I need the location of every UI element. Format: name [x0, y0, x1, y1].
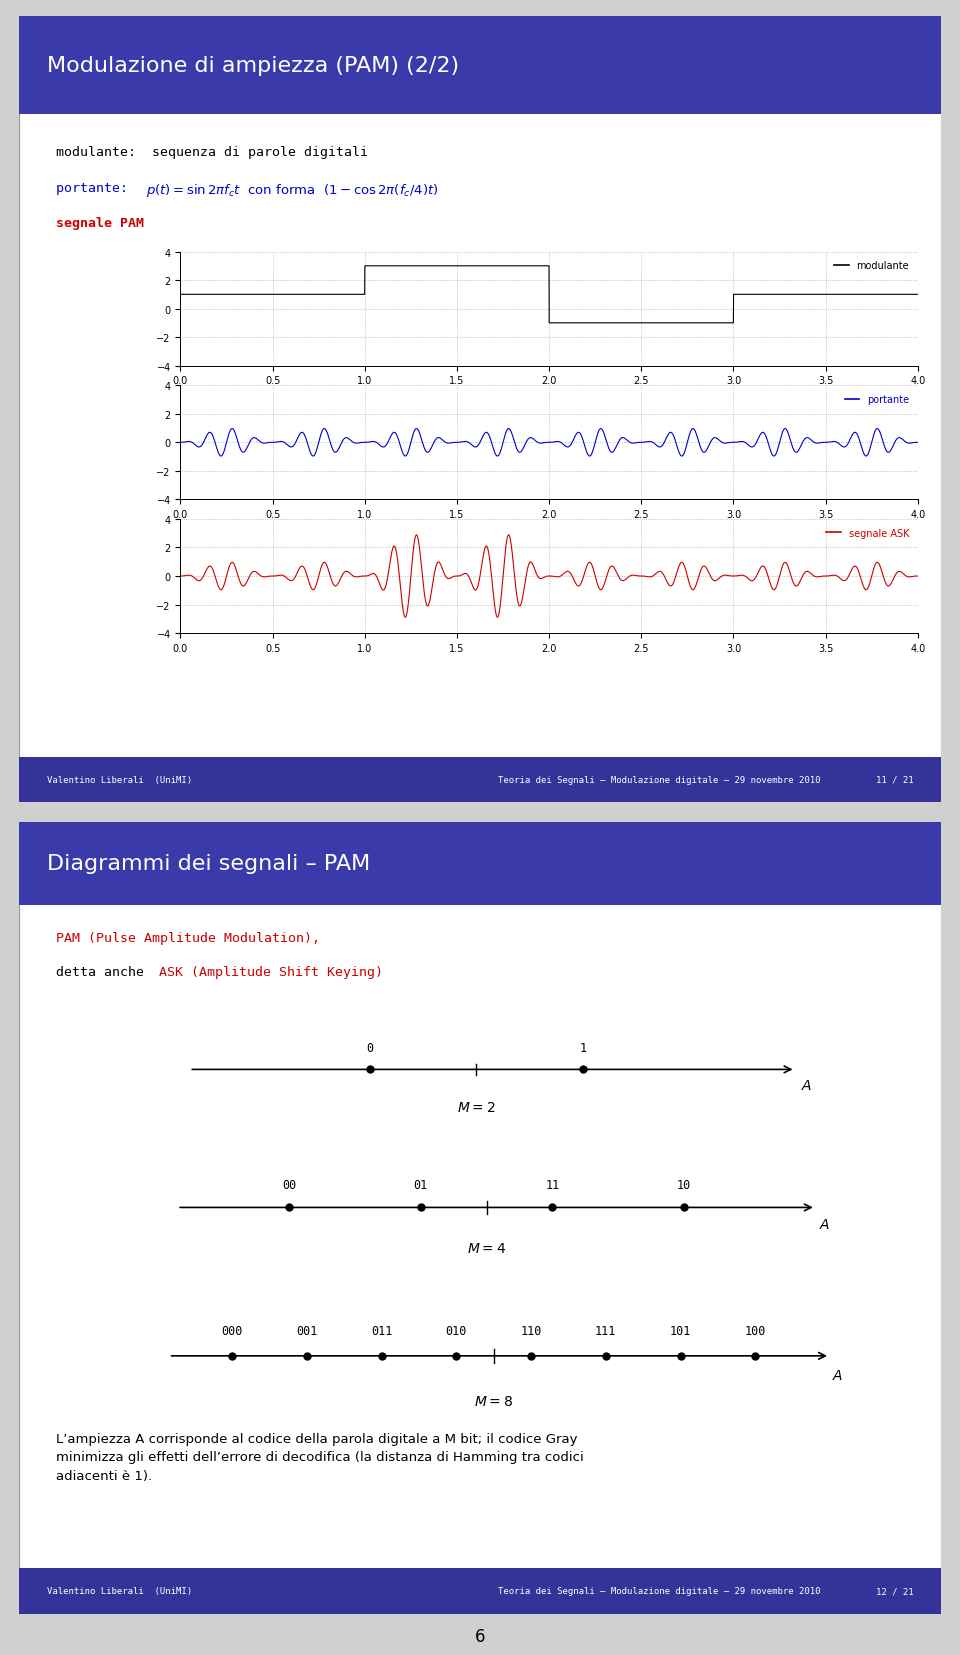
- Text: 00: 00: [282, 1178, 297, 1192]
- Text: 010: 010: [445, 1324, 467, 1337]
- Text: 100: 100: [745, 1324, 766, 1337]
- Text: portante:: portante:: [56, 182, 144, 195]
- Text: $M = 2$: $M = 2$: [457, 1101, 495, 1114]
- Text: 0: 0: [367, 1041, 373, 1054]
- Text: 10: 10: [677, 1178, 691, 1192]
- Text: Modulazione di ampiezza (PAM) (2/2): Modulazione di ampiezza (PAM) (2/2): [47, 56, 459, 76]
- Text: ASK (Amplitude Shift Keying): ASK (Amplitude Shift Keying): [159, 965, 383, 978]
- Text: 000: 000: [222, 1324, 243, 1337]
- Text: $A$: $A$: [831, 1369, 843, 1382]
- Text: segnale PAM: segnale PAM: [56, 217, 144, 230]
- Bar: [19, 1567, 941, 1614]
- Text: Diagrammi dei segnali – PAM: Diagrammi dei segnali – PAM: [47, 854, 371, 874]
- Legend: modulante: modulante: [830, 257, 913, 275]
- Text: 101: 101: [670, 1324, 691, 1337]
- Text: Teoria dei Segnali – Modulazione digitale – 29 novembre 2010: Teoria dei Segnali – Modulazione digital…: [498, 776, 821, 784]
- Text: Valentino Liberali  (UniMI): Valentino Liberali (UniMI): [47, 1585, 192, 1595]
- Text: detta anche: detta anche: [56, 965, 152, 978]
- Text: PAM (Pulse Amplitude Modulation),: PAM (Pulse Amplitude Modulation),: [56, 932, 320, 945]
- Text: 001: 001: [297, 1324, 318, 1337]
- Bar: [19, 17, 941, 114]
- Text: 12 / 21: 12 / 21: [876, 1585, 913, 1595]
- Text: 6: 6: [475, 1627, 485, 1645]
- Bar: [19, 823, 941, 905]
- Text: 111: 111: [595, 1324, 616, 1337]
- Text: 1: 1: [579, 1041, 587, 1054]
- Text: 011: 011: [371, 1324, 393, 1337]
- Text: $M = 4$: $M = 4$: [468, 1241, 506, 1256]
- Legend: portante: portante: [841, 391, 913, 409]
- Text: 110: 110: [520, 1324, 541, 1337]
- Text: 01: 01: [414, 1178, 428, 1192]
- Text: L’ampiezza A corrisponde al codice della parola digitale a M bit; il codice Gray: L’ampiezza A corrisponde al codice della…: [56, 1432, 584, 1481]
- Text: $A$: $A$: [801, 1077, 812, 1092]
- Bar: [19, 756, 941, 803]
- Text: $M = 8$: $M = 8$: [474, 1394, 514, 1408]
- Text: modulante:  sequenza di parole digitali: modulante: sequenza di parole digitali: [56, 146, 368, 159]
- Text: $p(t) = \sin 2\pi f_c t$  con forma  $(1 - \cos 2\pi(f_c/4)t)$: $p(t) = \sin 2\pi f_c t$ con forma $(1 -…: [146, 182, 439, 199]
- Text: 11: 11: [545, 1178, 560, 1192]
- Text: Teoria dei Segnali – Modulazione digitale – 29 novembre 2010: Teoria dei Segnali – Modulazione digital…: [498, 1585, 821, 1595]
- Text: Valentino Liberali  (UniMI): Valentino Liberali (UniMI): [47, 776, 192, 784]
- Text: 11 / 21: 11 / 21: [876, 776, 913, 784]
- Text: $A$: $A$: [819, 1218, 830, 1231]
- Legend: segnale ASK: segnale ASK: [823, 525, 913, 543]
